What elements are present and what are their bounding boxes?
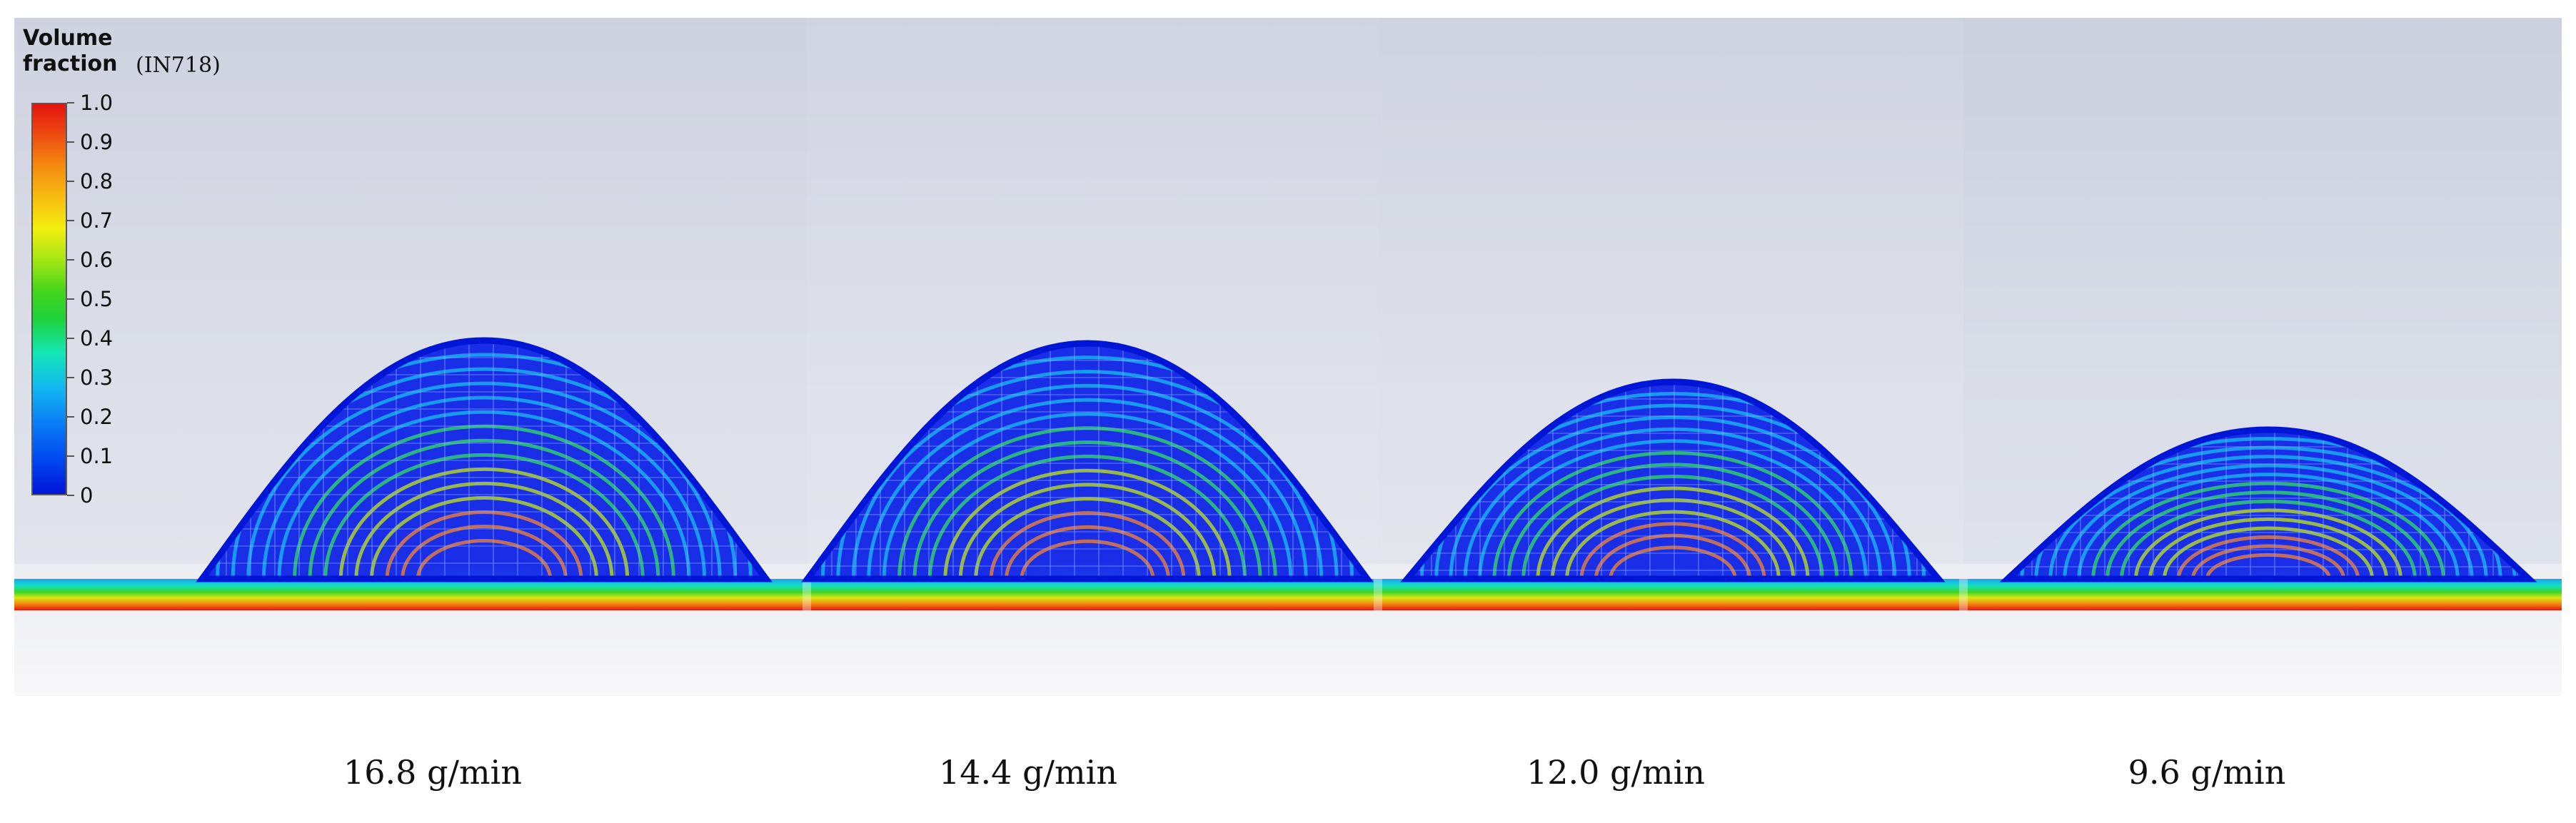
contour-ring [2148,517,2388,579]
colorbar-tick-label: 0.1 [80,444,114,468]
contour-ring [2190,544,2346,579]
colorbar-tick [67,141,74,143]
contour-ring [246,381,722,579]
contour-ring [261,395,707,579]
contour-ring [323,453,645,579]
colorbar-tick [67,102,74,103]
contour-ring [927,454,1247,579]
bead-outline [801,340,1374,582]
colorbar-tick-label: 1.0 [80,91,114,115]
colorbar [31,103,67,495]
contour-ring [1609,545,1737,579]
contour-ring [836,370,1339,579]
legend-material: (IN718) [136,53,221,78]
colorbar-tick-label: 0.8 [80,169,114,193]
substrate-layer-band [14,579,807,610]
bead-core [869,409,1306,579]
panel-caption-2: 14.4 g/min [939,753,1117,792]
colorbar-tick-label: 0.7 [80,208,114,233]
bead-outline [1999,426,2537,582]
contour-ring [1419,392,1926,579]
contour-ring [867,398,1308,579]
colorbar-tick [67,220,74,221]
contour-ring [308,438,660,579]
panel-caption-3: 12.0 g/min [1526,753,1705,792]
contour-ring [2162,526,2375,579]
contour-ring [2105,490,2431,579]
colorbar-tick [67,181,74,182]
contour-ring [2077,473,2460,579]
bead-outline [196,337,773,582]
contour-ring [2063,463,2474,579]
bead-core [1465,437,1881,579]
contour-ring [1005,525,1170,579]
colorbar-tick [67,455,74,457]
substrate-layer-band [807,579,1378,610]
contour-ring [1434,403,1911,579]
colorbar-tick [67,298,74,300]
panel-seam [1374,579,1382,610]
colorbar-tick [67,416,74,418]
legend-title: Volume fraction [23,26,118,76]
contour-ring [277,410,691,579]
simulation-render [14,18,2562,696]
bead-outline [1400,378,1946,582]
contour-ring [851,383,1324,579]
colorbar-tick [67,495,74,496]
contour-ring [1565,510,1781,579]
contour-ring [958,483,1217,579]
colorbar-tick-label: 0 [80,483,94,508]
contour-ring [1449,415,1897,579]
panel-seam [803,579,811,610]
contour-ring [1020,539,1155,579]
panel-caption-1: 16.8 g/min [343,753,522,792]
simulation-area [14,18,2562,696]
colorbar-tick [67,377,74,378]
bead-core [2065,471,2472,579]
contour-ring [2120,499,2417,579]
contour-ring [882,412,1293,579]
substrate-layer-band [1378,579,1963,610]
contour-ring [2034,445,2502,579]
contour-ring [354,481,614,579]
contour-ring [820,355,1354,579]
contour-ring [216,353,753,579]
colorbar-tick-label: 0.4 [80,326,114,350]
contour-ring [2048,455,2488,579]
colorbar-tick [67,338,74,339]
contour-ring [1594,533,1752,579]
colorbar-tick-label: 0.6 [80,248,114,272]
contour-ring [370,495,598,579]
panel-seam [1959,579,1968,610]
colorbar-tick-label: 0.5 [80,287,114,311]
contour-ring [401,525,568,579]
colorbar-legend: Volume fraction (IN718) 1.0 0.9 0.8 0.7 0.6 0… [20,26,277,525]
bead-core [263,407,705,579]
deposition-bead-1 [196,337,773,582]
colorbar-tick-label: 0.2 [80,405,114,429]
colorbar-tick-label: 0.3 [80,365,114,390]
contour-ring [231,367,738,579]
substrate-layer-band [1963,579,2562,610]
deposition-bead-4 [1999,426,2537,582]
colorbar-tick [67,259,74,261]
contour-ring [943,468,1232,579]
panel-caption-4: 9.6 g/min [2128,753,2286,792]
colorbar-ticks: 1.0 0.9 0.8 0.7 0.6 0.5 0.4 0.3 0.2 0.1 0 [67,91,167,508]
colorbar-tick-label: 0.9 [80,130,114,154]
